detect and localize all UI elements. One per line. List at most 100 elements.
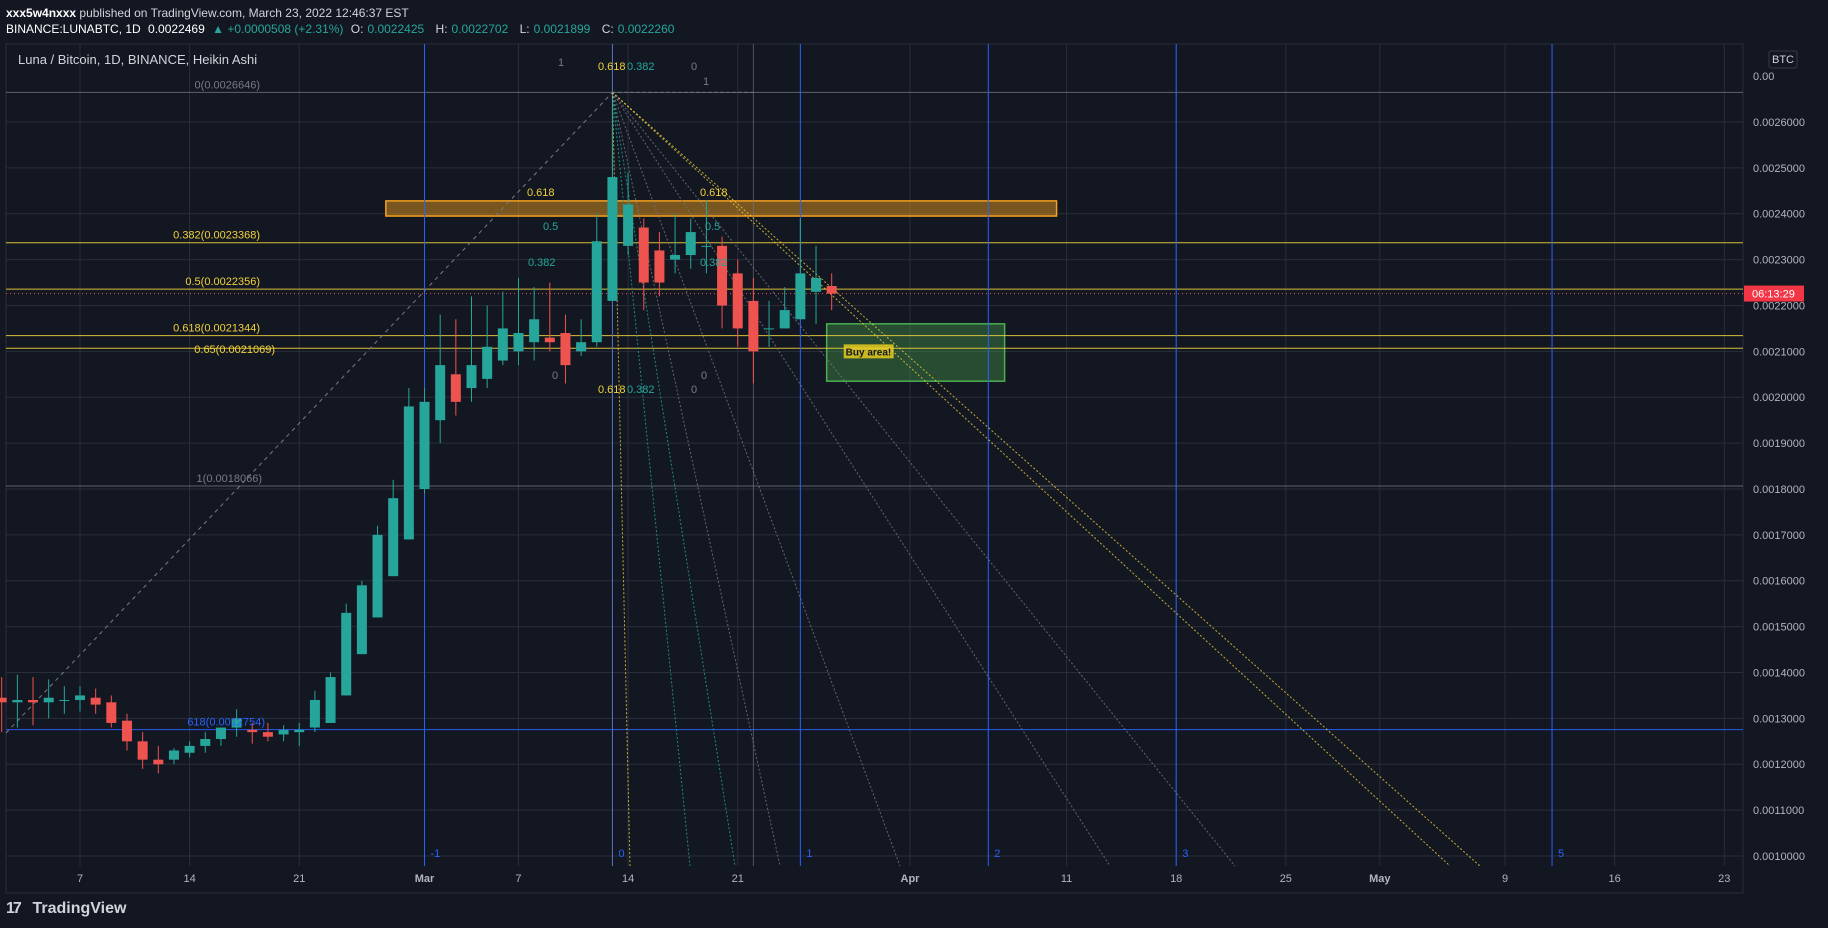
price-tick-label: 0.0020000: [1753, 392, 1805, 404]
candle-body: [748, 300, 759, 352]
candle[interactable]: [560, 314, 571, 384]
candle[interactable]: [200, 732, 211, 753]
candle[interactable]: [90, 688, 101, 714]
last-price: 0.0022469: [148, 22, 205, 36]
candle[interactable]: [341, 603, 352, 696]
candle[interactable]: [153, 745, 164, 774]
candle-body: [779, 310, 790, 329]
candle[interactable]: [795, 218, 806, 320]
candle-body: [591, 241, 602, 343]
candle[interactable]: [497, 291, 508, 366]
candle[interactable]: [168, 748, 179, 765]
candle[interactable]: [576, 319, 587, 356]
tradingview-logo[interactable]: 17 TradingView: [6, 900, 126, 918]
candle[interactable]: [544, 282, 555, 352]
time-zone-label: 1: [806, 848, 812, 860]
candle[interactable]: [685, 218, 696, 269]
candles[interactable]: [0, 99, 837, 774]
fib-level-label: 0.382(0.0023368): [173, 230, 260, 242]
candle[interactable]: [262, 722, 273, 742]
fib-levels: [6, 91, 1743, 731]
time-tick-label: Mar: [415, 873, 435, 885]
author-name[interactable]: xxx5w4nxxx: [6, 6, 77, 20]
fan-label: 0.382: [627, 384, 655, 396]
fib-level-label: 0.618(0.0021344): [173, 323, 260, 335]
candle[interactable]: [12, 674, 23, 728]
candle[interactable]: [356, 580, 367, 655]
price-tick-label: 0.0019000: [1753, 438, 1805, 450]
candle-body: [28, 700, 39, 703]
open-label: O:: [350, 22, 364, 36]
candle[interactable]: [59, 686, 70, 714]
fan-label: 1: [558, 57, 564, 69]
candle[interactable]: [638, 218, 649, 311]
candle[interactable]: [419, 388, 430, 494]
candle-body: [638, 227, 649, 283]
candle[interactable]: [732, 259, 743, 347]
candle[interactable]: [513, 277, 524, 366]
fan-label: 0.5: [705, 221, 720, 233]
candle-body: [497, 328, 508, 361]
candle[interactable]: [748, 277, 759, 384]
price-tick-label: 0.0015000: [1753, 622, 1805, 634]
candle[interactable]: [388, 479, 399, 577]
candle[interactable]: [764, 300, 775, 347]
candle[interactable]: [717, 236, 728, 329]
candle[interactable]: [247, 722, 258, 744]
price-axis[interactable]: 0.0010000 0.0011000 0.0012000 0.0013000 0.00…: [1744, 71, 1805, 863]
candle-body: [811, 277, 822, 292]
time-zone-label: 3: [1182, 848, 1188, 860]
candle-body: [717, 245, 728, 306]
price-tick-label: 0.0022000: [1753, 300, 1805, 312]
candle[interactable]: [106, 695, 117, 728]
candle[interactable]: [779, 287, 790, 329]
chart-header: xxx5w4nxxx published on TradingView.com,…: [0, 0, 1828, 42]
candle[interactable]: [309, 690, 320, 733]
candle[interactable]: [294, 722, 305, 746]
fib-level-label: 618(0.0012754): [187, 717, 265, 729]
candle[interactable]: [591, 213, 602, 347]
candle[interactable]: [231, 709, 242, 737]
open-value: 0.0022425: [367, 22, 425, 36]
candle[interactable]: [654, 232, 665, 297]
chart-frame: [5, 43, 1744, 894]
candle[interactable]: [325, 672, 336, 723]
candle[interactable]: [403, 388, 414, 540]
time-zone-label: -1: [431, 848, 441, 860]
time-axis[interactable]: 7 14 21 Mar 7 14 21 Apr 11 18 25 May 9 16 23: [77, 873, 1730, 885]
candle[interactable]: [43, 679, 54, 719]
fib-level-label: 0.5(0.0022356): [185, 276, 260, 288]
fan-label: 0.618: [598, 384, 626, 396]
candle[interactable]: [0, 677, 7, 733]
candle[interactable]: [826, 273, 837, 311]
fan-label: 0: [701, 370, 707, 382]
candle[interactable]: [607, 99, 618, 301]
candle[interactable]: [482, 305, 493, 389]
candle[interactable]: [121, 713, 132, 751]
fan-label: 0.618: [527, 187, 555, 199]
candle[interactable]: [450, 319, 461, 416]
candle[interactable]: [701, 199, 712, 274]
candle[interactable]: [811, 245, 822, 324]
candle[interactable]: [184, 741, 195, 758]
candle[interactable]: [529, 287, 540, 361]
candle[interactable]: [435, 314, 446, 444]
fan-ray: [611, 92, 901, 867]
low-label: L:: [519, 22, 530, 36]
candle[interactable]: [278, 725, 289, 742]
candle[interactable]: [28, 677, 39, 726]
candle[interactable]: [137, 732, 148, 769]
countdown-tag[interactable]: [1744, 285, 1804, 302]
currency-badge[interactable]: [1768, 50, 1798, 69]
candle[interactable]: [75, 686, 85, 712]
candle-body: [482, 346, 493, 379]
candle[interactable]: [466, 296, 477, 402]
candle[interactable]: [670, 213, 681, 274]
candle[interactable]: [623, 172, 634, 256]
candle-body: [388, 498, 399, 577]
candle-body: [701, 245, 712, 247]
candle[interactable]: [215, 727, 226, 746]
fan-label: 0.382: [627, 61, 655, 73]
candle[interactable]: [372, 525, 383, 618]
